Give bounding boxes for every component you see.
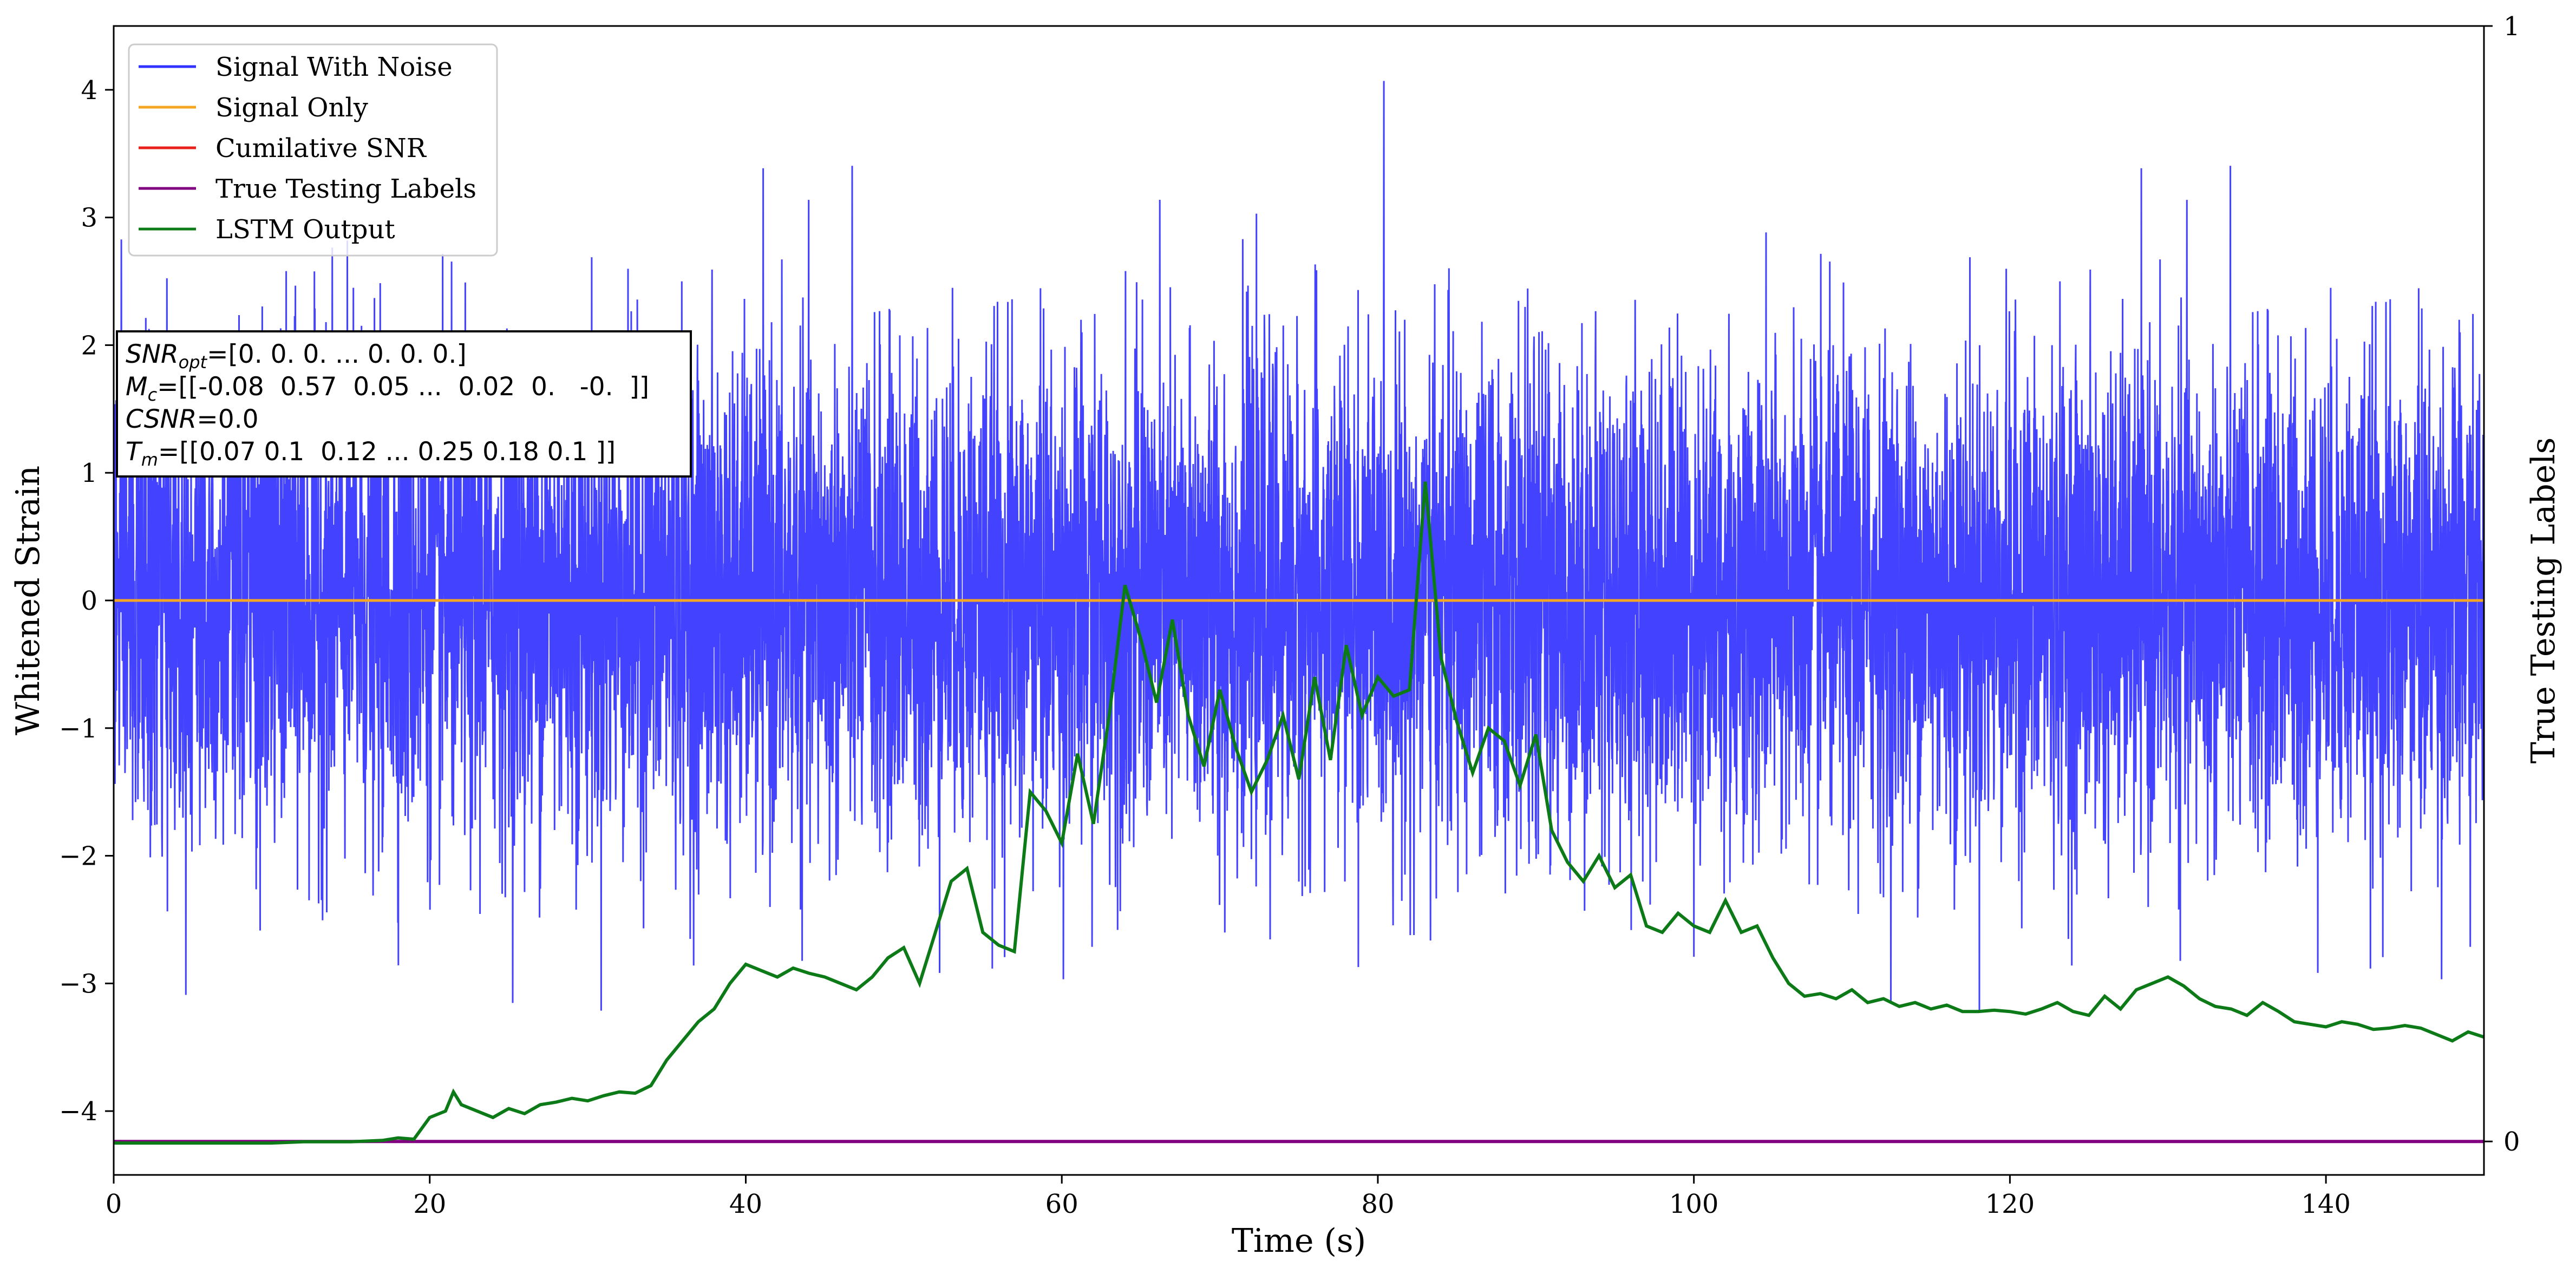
annotation-rest: =0.0: [197, 404, 258, 434]
x-tick-label: 80: [1361, 1189, 1394, 1219]
legend-label-true-testing-labels: True Testing Labels: [215, 174, 476, 204]
annotation-rest: =[0. 0. 0. ... 0. 0. 0.]: [207, 339, 467, 369]
series-lstm-output: [114, 481, 2484, 1145]
y2-tick-label: 0: [2503, 1127, 2520, 1157]
x-tick-label: 100: [1669, 1189, 1719, 1219]
legend-frame: [128, 43, 498, 257]
annotation-frame: [116, 330, 692, 478]
y-tick-label: 3: [81, 203, 97, 233]
annotation-math: SNR: [126, 339, 179, 369]
x-tick-label: 40: [729, 1189, 762, 1219]
y2-tick-label: 1: [2503, 11, 2520, 42]
x-tick-label: 60: [1045, 1189, 1078, 1219]
annotation-rest: =[[-0.08 0.57 0.05 ... 0.02 0. -0. ]]: [157, 372, 649, 402]
annotation-sub: c: [148, 384, 158, 405]
y-tick-label: 4: [81, 75, 97, 106]
series-layer: [114, 81, 2484, 1145]
annotation-line-tm: Tm=[[0.07 0.1 0.12 ... 0.25 0.18 0.1 ]]: [126, 437, 616, 470]
annotation-math: M: [126, 372, 148, 402]
legend-label-signal-only: Signal Only: [215, 93, 368, 123]
y-axis-label: Whitened Strain: [9, 466, 47, 735]
x-tick-label: 140: [2301, 1189, 2351, 1219]
y-tick-label: −4: [59, 1096, 97, 1127]
legend: Signal With Noise Signal Only Cumilative…: [128, 43, 498, 257]
legend-label-lstm-output: LSTM Output: [215, 214, 395, 245]
x-tick-label: 0: [106, 1189, 122, 1219]
y-tick-label: 2: [81, 330, 97, 361]
x-tick-label: 20: [413, 1189, 446, 1219]
annotation-sub: m: [141, 449, 158, 470]
series-signal-with-noise: [114, 81, 2484, 1011]
legend-label-signal-with-noise: Signal With Noise: [215, 52, 453, 82]
annotation-line-snr: SNRopt=[0. 0. 0. ... 0. 0. 0.]: [126, 339, 467, 373]
annotation-box: SNRopt=[0. 0. 0. ... 0. 0. 0.] Mc=[[-0.0…: [116, 330, 692, 478]
y-tick-label: 1: [81, 458, 97, 488]
y-tick-label: −1: [59, 714, 97, 744]
x-tick-label: 120: [1985, 1189, 2035, 1219]
x-axis-label: Time (s): [1232, 1222, 1366, 1260]
annotation-math: T: [126, 437, 143, 467]
annotation-math: CSNR: [126, 404, 197, 434]
annotation-line-csnr: CSNR=0.0: [126, 404, 258, 434]
annotation-sub: opt: [179, 352, 208, 373]
annotation-line-mc: Mc=[[-0.08 0.57 0.05 ... 0.02 0. -0. ]]: [126, 372, 649, 405]
y-tick-label: 0: [81, 586, 97, 616]
y-tick-label: −3: [59, 969, 97, 999]
legend-label-cumulative-snr: Cumilative SNR: [215, 133, 427, 164]
annotation-rest: =[[0.07 0.1 0.12 ... 0.25 0.18 0.1 ]]: [158, 437, 616, 467]
y2-axis-label: True Testing Labels: [2525, 437, 2562, 764]
y-tick-label: −2: [59, 841, 97, 872]
